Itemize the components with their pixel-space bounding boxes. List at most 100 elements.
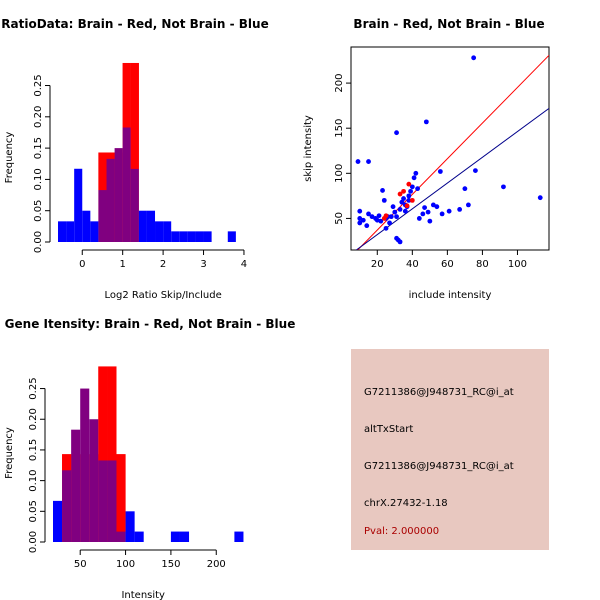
scatter-blue-point [411, 175, 417, 181]
gene-blue-bar [98, 460, 108, 542]
gene-blue-bar [62, 470, 72, 542]
gene-y-tick-label: 0.10 [28, 469, 39, 491]
ratio-blue-bar [122, 127, 131, 242]
scatter-red-point [406, 181, 412, 187]
ratio-blue-bar [74, 168, 83, 242]
ratio-blue-bar [82, 210, 91, 242]
scatter-blue-point [394, 130, 399, 136]
scatter-title: Brain - Red, Not Brain - Blue [353, 17, 544, 31]
info-panel: G7211386@J948731_RC@i_at altTxStart G721… [351, 349, 549, 550]
ratio-y-label: Frequency [4, 132, 15, 184]
scatter-blue-point [409, 184, 415, 190]
scatter-blue-point [401, 196, 406, 201]
scatter-blue-point [387, 220, 392, 226]
scatter-blue-point [408, 188, 413, 194]
scatter-red-point [401, 188, 406, 194]
scatter-red-point [409, 197, 415, 203]
scatter-blue-point [446, 208, 452, 214]
scatter-x-tick-label: 60 [441, 259, 454, 270]
ratio-red-bar-top [130, 62, 139, 169]
ratio-blue-bar [179, 231, 188, 242]
ratio-blue-bar [58, 221, 67, 242]
gene-x-tick-label: 100 [116, 559, 135, 570]
gene-title: Gene Itensity: Brain - Red, Not Brain - … [5, 317, 296, 331]
scatter-blue-point [423, 119, 429, 125]
gene-red-bar-top [62, 454, 72, 471]
scatter-x-label: include intensity [409, 290, 492, 301]
scatter-blue-point [392, 209, 398, 215]
scatter-y-tick-label: 200 [334, 74, 345, 93]
ratio-x-tick-label: 1 [119, 259, 125, 270]
scatter-blue-point [357, 220, 363, 226]
scatter-blue-point [399, 199, 405, 205]
ratio-blue-bar [98, 190, 107, 242]
scatter-blue-point [383, 225, 389, 231]
gene-y-tick-label: 0.25 [28, 377, 39, 399]
gene-x-tick-label: 150 [161, 559, 180, 570]
scatter-blue-point [397, 207, 403, 212]
gene-blue-bar [170, 531, 180, 542]
scatter-blue-point [422, 205, 427, 210]
gene-red-bar-top [107, 366, 117, 461]
gene-blue-bar [71, 429, 81, 542]
scatter-red-point [397, 191, 403, 197]
ratio-blue-bar [171, 231, 180, 242]
scatter-blue-point [420, 211, 426, 217]
scatter-blue-point [366, 159, 371, 164]
scatter-blue-point [439, 211, 445, 217]
scatter-blue-point [397, 239, 403, 245]
scatter-red-point [383, 213, 389, 219]
scatter-blue-point [380, 188, 385, 193]
scatter-blue-point [416, 216, 422, 221]
gene-y-tick-label: 0.15 [28, 439, 39, 461]
ratio-red-bar-top [106, 152, 115, 159]
gene-blue-bar [179, 531, 190, 542]
gene-blue-bar [125, 511, 135, 542]
ratio-title: RatioData: Brain - Red, Not Brain - Blue [1, 17, 268, 31]
scatter-blue-point [360, 217, 366, 223]
ratio-y-tick-label: 0.25 [33, 74, 44, 96]
scatter-blue-point [388, 214, 394, 220]
ratio-blue-bar [106, 158, 115, 242]
scatter-blue-point [537, 195, 543, 201]
location-text: chrX.27432-1.18 [364, 498, 448, 509]
ratio-blue-bar [195, 231, 204, 242]
ratio-y-tick-label: 0.00 [33, 231, 44, 253]
probe-id-secondary-text: G7211386@J948731_RC@i_at [364, 461, 514, 472]
ratio-blue-bar [114, 148, 123, 242]
scatter-blue-point [357, 208, 363, 214]
ratio-x-tick-label: 4 [241, 259, 247, 270]
gene-y-tick-label: 0.00 [28, 531, 39, 553]
gene-red-bar-top [116, 454, 126, 532]
ratio-red-bar-top [122, 62, 131, 128]
scatter-y-tick-label: 100 [334, 164, 345, 183]
gene-blue-bar [107, 460, 117, 542]
ratio-y-tick-label: 0.10 [33, 168, 44, 190]
ratio-x-tick-label: 0 [79, 259, 85, 270]
scatter-blue-point [501, 184, 506, 190]
scatter-blue-point [427, 218, 433, 224]
scatter-blue-point [355, 159, 361, 164]
scatter-blue-point [462, 186, 468, 192]
scatter-blue-point [437, 169, 443, 174]
ratio-blue-bar [203, 231, 212, 242]
ratio-x-tick-label: 2 [160, 259, 166, 270]
scatter-x-tick-label: 40 [406, 259, 419, 270]
gene-x-label: Intensity [121, 590, 165, 600]
ratio-blue-bar [66, 221, 75, 242]
scatter-blue-point [406, 193, 412, 199]
event-type-text: altTxStart [364, 424, 414, 435]
scatter-blue-point [471, 55, 477, 61]
gene-x-tick-label: 50 [74, 559, 87, 570]
scatter-blue-fit-line [355, 107, 549, 250]
gene-y-tick-label: 0.05 [28, 500, 39, 522]
ratio-blue-bar [146, 210, 156, 242]
ratio-y-tick-label: 0.20 [33, 106, 44, 128]
scatter-plot-frame [350, 46, 550, 251]
scatter-red-fit-line [356, 54, 549, 250]
scatter-blue-point [381, 197, 387, 203]
scatter-x-tick-label: 100 [508, 259, 527, 270]
gene-y-tick-label: 0.20 [28, 408, 39, 430]
scatter-y-label: skip intensity [303, 115, 314, 182]
